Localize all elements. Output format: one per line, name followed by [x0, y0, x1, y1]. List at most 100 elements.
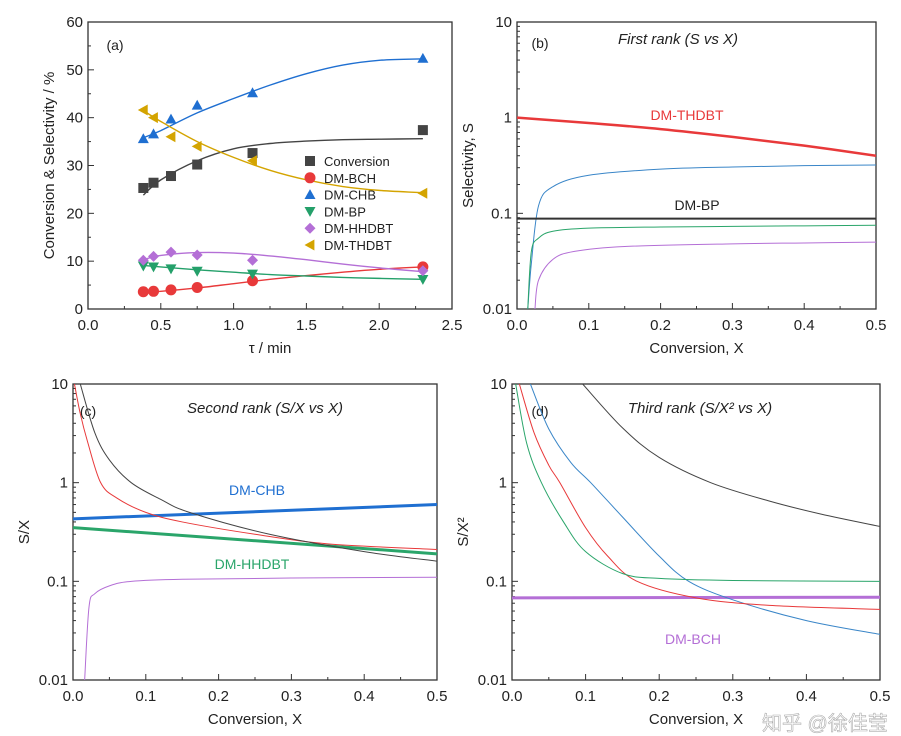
- data-point-dm-bch: [191, 281, 203, 293]
- x-tick-label: 0.3: [722, 317, 743, 334]
- y-tick-label: 60: [66, 14, 83, 31]
- data-point-dm-bp: [137, 261, 149, 272]
- panel-label: (b): [531, 35, 548, 51]
- data-point-dm-chb: [191, 99, 203, 110]
- data-point-dm-bp: [417, 274, 429, 285]
- series-line-curve-3: [527, 224, 876, 309]
- x-tick-label: 0.5: [870, 688, 891, 705]
- y-axis-label: S/X: [16, 520, 33, 544]
- data-point-dm-hhdbt: [417, 265, 429, 277]
- data-point-dm-chb: [417, 52, 429, 63]
- y-tick-label: 1: [60, 475, 68, 492]
- panel-label: (a): [106, 37, 123, 53]
- x-tick-label: 1.0: [223, 317, 244, 334]
- y-tick-label: 0.1: [491, 205, 512, 222]
- curve-label: DM-BP: [674, 197, 719, 213]
- y-axis-label: Conversion & Selectivity / %: [41, 72, 58, 260]
- data-point-dm-bp: [247, 269, 259, 280]
- x-tick-label: 0.2: [650, 317, 671, 334]
- fit-line-dm-thdbt: [142, 109, 423, 194]
- curve-label: DM-CHB: [229, 482, 285, 498]
- x-tick-label: 0.0: [502, 688, 523, 705]
- series-line-curve-3: [79, 384, 437, 562]
- legend-entry: Conversion: [324, 154, 390, 169]
- watermark: 知乎 @徐佳莹: [762, 712, 888, 735]
- series-line-curve-3: [518, 384, 880, 610]
- data-point-conversion: [192, 159, 203, 170]
- x-tick-label: 2.5: [442, 317, 463, 334]
- fit-line-dm-chb: [143, 58, 423, 139]
- data-point-dm-bch: [165, 284, 177, 296]
- plot-frame: [511, 383, 881, 681]
- data-point-dm-hhdbt: [148, 250, 160, 262]
- data-point-dm-hhdbt: [191, 249, 203, 261]
- data-point-conversion: [148, 177, 159, 188]
- data-point-conversion: [138, 182, 149, 193]
- data-point-dm-thdbt: [247, 155, 257, 167]
- x-tick-label: 0.5: [866, 317, 887, 334]
- y-tick-label: 0: [75, 301, 83, 318]
- panel-title: Second rank (S/X vs X): [187, 400, 343, 417]
- series-line-curve-4: [515, 384, 880, 582]
- panel-a: 0.0 0.5 1.0 1.5 2.0 2.5 0 10 20 30 40 50 60 τ / min Co…: [41, 14, 462, 357]
- data-point-dm-chb: [137, 133, 149, 144]
- panel-c: 0.0 0.1 0.2 0.3 0.4 0.5 0.01 0.1 1 10 Conversion, …: [16, 376, 447, 728]
- data-point-dm-hhdbt: [137, 254, 149, 266]
- y-axis-label: Selectivity, S: [460, 123, 477, 208]
- y-tick-label: 1: [504, 110, 512, 127]
- y-tick-label: 50: [66, 62, 83, 79]
- y-tick-label: 10: [490, 376, 507, 393]
- data-point-dm-chb: [165, 113, 177, 124]
- series-line-curve-4: [84, 576, 437, 680]
- panel-d: 0.0 0.1 0.2 0.3 0.4 0.5 0.01 0.1 1 10 Conversion, …: [455, 376, 890, 728]
- y-tick-label: 10: [495, 14, 512, 31]
- y-tick-label: 1: [499, 475, 507, 492]
- series-line-curve-1: [582, 384, 880, 527]
- data-point-dm-bp: [165, 264, 177, 275]
- y-tick-label: 20: [66, 205, 83, 222]
- series-layer: [73, 384, 437, 680]
- series-line-curve-1: [527, 164, 876, 309]
- data-point-dm-thdbt: [165, 131, 176, 143]
- x-tick-label: 0.4: [796, 688, 817, 705]
- data-point-dm-bch: [247, 275, 259, 287]
- x-tick-label: 2.0: [369, 317, 390, 334]
- legend-marker: [304, 239, 315, 251]
- data-point-dm-bp: [148, 262, 160, 273]
- legend-marker: [304, 172, 316, 184]
- y-tick-label: 0.01: [39, 672, 68, 689]
- plot-frame: [87, 21, 453, 310]
- panel-title: Third rank (S/X² vs X): [628, 400, 772, 417]
- x-tick-label: 0.1: [575, 688, 596, 705]
- series-line-dm-hhdbt: [73, 526, 437, 556]
- y-tick-label: 10: [66, 253, 83, 270]
- data-point-dm-thdbt: [137, 104, 148, 116]
- x-tick-label: 0.3: [722, 688, 743, 705]
- x-tick-label: 0.4: [794, 317, 815, 334]
- data-point-conversion: [165, 171, 176, 182]
- fit-line-dm-bch: [143, 266, 423, 293]
- x-tick-label: 0.3: [281, 688, 302, 705]
- x-tick-label: 0.5: [427, 688, 448, 705]
- x-tick-label: 0.2: [649, 688, 670, 705]
- data-point-dm-hhdbt: [247, 254, 259, 266]
- series-line-curve-2: [529, 384, 880, 635]
- legend-entry: DM-CHB: [324, 188, 376, 203]
- x-tick-label: 0.0: [63, 688, 84, 705]
- series-layer: [517, 116, 876, 309]
- panel-b: 0.0 0.1 0.2 0.3 0.4 0.5 0.01 0.1 1 10 Conversion, …: [460, 14, 886, 357]
- curve-label: DM-BCH: [665, 631, 721, 647]
- data-point-dm-thdbt: [191, 140, 202, 152]
- x-tick-label: 0.1: [578, 317, 599, 334]
- series-line-dm-chb: [73, 503, 437, 521]
- data-point-dm-bch: [137, 286, 149, 298]
- legend-entry: DM-BP: [324, 204, 366, 219]
- series-line-curve-4: [534, 241, 876, 309]
- legend-marker: [304, 222, 316, 234]
- x-tick-label: 0.0: [78, 317, 99, 334]
- x-tick-label: 0.5: [150, 317, 171, 334]
- y-axis-label: S/X²: [455, 517, 472, 546]
- plot-frame: [72, 383, 438, 681]
- y-tick-label: 0.01: [478, 672, 507, 689]
